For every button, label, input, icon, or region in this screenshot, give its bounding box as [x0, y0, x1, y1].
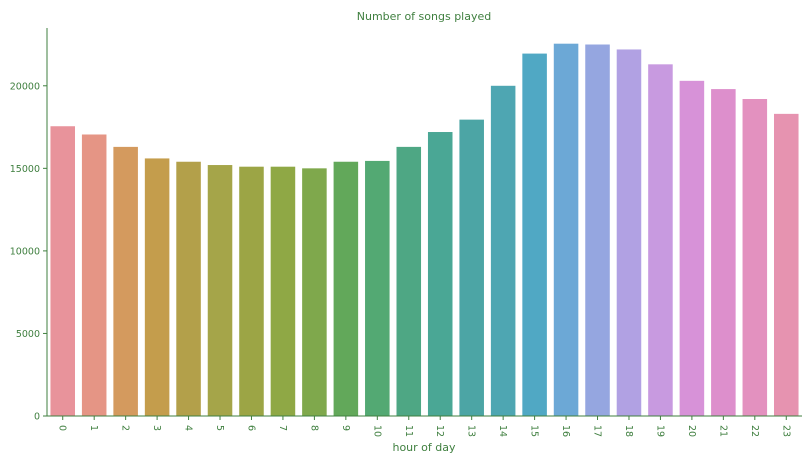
bar-hour-13	[459, 119, 484, 416]
bar-hour-2	[113, 146, 138, 416]
x-tick-label-hour-11: 11	[403, 425, 414, 437]
y-tick-label: 20000	[10, 81, 40, 92]
bar-hour-3	[144, 158, 170, 416]
x-tick-label-hour-7: 7	[277, 425, 288, 431]
x-tick-label-hour-16: 16	[560, 425, 571, 437]
bars-group	[50, 43, 799, 417]
x-tick-label-hour-23: 23	[780, 425, 791, 437]
y-axis: 0 5000 10000 15000 20000	[10, 28, 48, 423]
bar-hour-19	[648, 64, 673, 416]
bar-hour-23	[774, 113, 799, 417]
bar-hour-4	[176, 161, 201, 416]
bar-hour-21	[711, 89, 736, 416]
x-tick-label-hour-22: 22	[749, 425, 760, 437]
x-tick-label-hour-10: 10	[371, 425, 382, 437]
bar-hour-11	[396, 146, 422, 416]
bar-hour-14	[490, 85, 516, 416]
x-tick-label-hour-1: 1	[88, 425, 99, 431]
bar-hour-15	[522, 53, 547, 417]
chart-title: Number of songs played	[357, 10, 491, 23]
x-tick-label-hour-6: 6	[245, 425, 256, 431]
bar-hour-20	[679, 80, 705, 416]
bar-hour-17	[585, 44, 610, 416]
bar-hour-6	[239, 166, 264, 416]
bar-hour-9	[333, 161, 359, 416]
y-tick-label: 5000	[16, 329, 40, 340]
bar-hour-18	[616, 49, 642, 417]
x-tick-label-hour-19: 19	[654, 425, 665, 437]
y-tick-label: 15000	[10, 164, 40, 175]
x-tick-label-hour-5: 5	[214, 425, 225, 431]
x-tick-label-hour-17: 17	[592, 425, 603, 437]
bar-hour-22	[742, 99, 768, 416]
x-tick-label-hour-3: 3	[151, 425, 162, 431]
bar-hour-12	[427, 132, 453, 416]
y-tick-label: 0	[34, 412, 40, 423]
bar-hour-10	[365, 160, 390, 416]
x-tick-label-hour-2: 2	[120, 425, 131, 431]
bar-hour-5	[207, 165, 233, 416]
x-tick-label-hour-14: 14	[497, 425, 508, 437]
x-tick-label-hour-12: 12	[434, 425, 445, 437]
x-axis-label: hour of day	[392, 441, 456, 454]
y-tick-label: 10000	[10, 246, 40, 257]
bar-hour-8	[302, 168, 327, 416]
x-tick-label-hour-0: 0	[57, 425, 68, 431]
bar-hour-7	[270, 166, 296, 416]
x-tick-label-hour-4: 4	[183, 425, 194, 431]
x-tick-label-hour-9: 9	[340, 425, 351, 431]
x-tick-label-hour-21: 21	[717, 425, 728, 437]
x-tick-label-hour-13: 13	[466, 425, 477, 437]
bar-hour-16	[553, 43, 579, 416]
bar-hour-0	[50, 126, 75, 417]
x-tick-label-hour-15: 15	[529, 425, 540, 437]
x-tick-label-hour-18: 18	[623, 425, 634, 437]
bar-hour-1	[81, 134, 107, 417]
x-tick-label-hour-20: 20	[686, 425, 697, 437]
x-axis: 0 1 2 3 4 5 6 7 8 9 10 11 12 13 14 15 16 17 18 19 20 21 22 23	[47, 415, 802, 437]
x-tick-label-hour-8: 8	[308, 425, 319, 431]
